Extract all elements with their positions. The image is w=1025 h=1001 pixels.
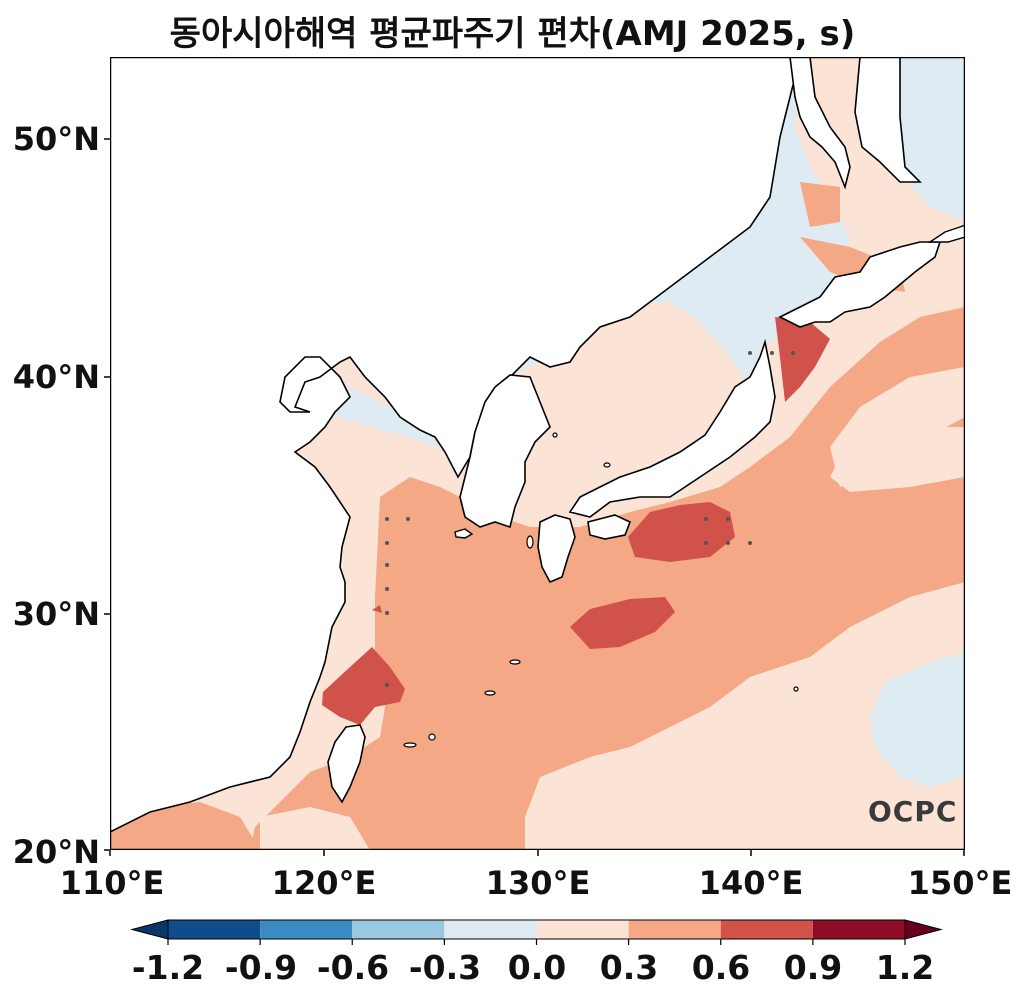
cb-label-3: -0.3 xyxy=(408,948,482,987)
land-korea xyxy=(459,374,551,529)
significance-dots xyxy=(385,351,795,687)
colorbar-bin-3 xyxy=(444,920,537,939)
lon-tick-110: 110°E xyxy=(59,864,165,902)
land-honshu xyxy=(568,338,776,518)
lon-tick-140: 140°E xyxy=(698,864,804,902)
anomaly-0.6-0.9-tokai xyxy=(628,502,735,562)
lat-tick-40: 40°N xyxy=(12,358,100,396)
anomaly-0.6-0.9-dot xyxy=(372,605,382,613)
colorbar-bin-1 xyxy=(260,920,353,939)
lon-tick-150: 150°E xyxy=(907,864,1013,902)
cb-label-5: 0.3 xyxy=(599,948,659,987)
land-jeju xyxy=(454,528,474,539)
colorbar-over-arrow xyxy=(904,919,943,940)
island-ulleung xyxy=(552,432,558,438)
anomaly-0.3-0.6-main xyxy=(250,307,965,850)
island-izu xyxy=(793,686,799,692)
ocpc-logo: OCPC xyxy=(868,795,958,828)
land-hokkaido xyxy=(778,241,942,328)
island-oki xyxy=(603,462,611,468)
land-kurils xyxy=(927,224,965,243)
land-east-asia-ne xyxy=(854,57,922,183)
map-frame xyxy=(110,57,965,850)
cb-label-7: 0.9 xyxy=(783,948,843,987)
anomaly-0-0.3-inner-south xyxy=(260,807,370,850)
anomaly-0.6-0.9-south-japan xyxy=(570,597,675,649)
colorbar-bin-6 xyxy=(720,920,813,939)
lon-tick-120: 120°E xyxy=(271,864,377,902)
cb-label-0: -1.2 xyxy=(131,948,205,987)
island-ryukyu-2 xyxy=(509,659,521,665)
lat-tick-50: 50°N xyxy=(12,120,100,158)
map-panel xyxy=(110,57,965,850)
negative-anomaly-southeast xyxy=(870,652,965,787)
cb-label-1: -0.9 xyxy=(224,948,298,987)
anomaly-0-0.3-inner-east xyxy=(830,427,965,492)
cb-label-4: 0.0 xyxy=(507,948,567,987)
anomaly-0.6-0.9-sanriku xyxy=(775,317,830,402)
island-ryukyu-1 xyxy=(484,690,496,696)
colorbar-bin-2 xyxy=(352,920,445,939)
cb-label-6: 0.6 xyxy=(691,948,751,987)
colorbar-bin-5 xyxy=(628,920,721,939)
land-sakhalin xyxy=(789,57,851,190)
island-ryukyu-3 xyxy=(403,742,417,748)
land-shikoku xyxy=(587,514,632,540)
anomaly-0.3-0.6-northeast xyxy=(800,182,840,227)
cb-label-8: 1.2 xyxy=(875,948,935,987)
cb-label-2: -0.6 xyxy=(316,948,390,987)
land-asia-mainland xyxy=(110,57,801,833)
lon-tick-130: 130°E xyxy=(485,864,591,902)
map-title: 동아시아해역 평균파주기 편차(AMJ 2025, s) xyxy=(169,14,856,54)
lat-tick-30: 30°N xyxy=(12,595,100,633)
land-kyushu xyxy=(537,514,576,584)
colorbar-under-arrow xyxy=(130,919,169,940)
anomaly-0.6-0.9-taiwan-strait xyxy=(322,647,405,725)
island-tsushima xyxy=(526,535,534,549)
land-taiwan xyxy=(327,724,366,804)
colorbar-bin-7 xyxy=(812,920,905,939)
colorbar-bin-0 xyxy=(168,920,261,939)
lat-tick-20: 20°N xyxy=(12,833,100,871)
colorbar-bin-4 xyxy=(536,920,629,939)
island-ryukyu-4 xyxy=(428,733,436,741)
